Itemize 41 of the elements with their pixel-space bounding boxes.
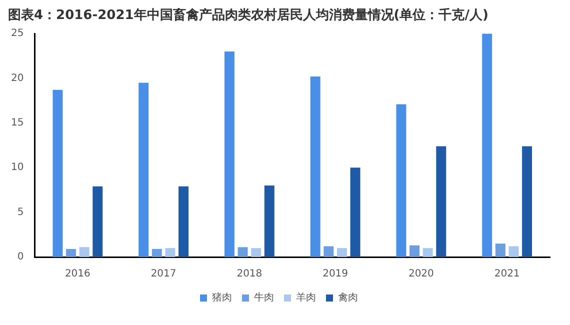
legend-label: 羊肉 [296,292,316,304]
bar [350,168,360,257]
bar [495,244,506,257]
bar [410,245,420,257]
bar [482,34,492,257]
bar [436,146,446,257]
bar [508,246,519,257]
bar [396,104,406,257]
x-tick-label: 2016 [64,268,90,280]
x-tick-label: 2021 [494,268,520,280]
legend-label: 牛肉 [254,292,274,304]
chart-title: 图表4：2016-2021年中国畜禽产品肉类农村居民人均消费量情况(单位：千克/人) [8,7,488,24]
x-tick-label: 2017 [150,268,176,280]
bar [251,248,262,257]
legend-label: 禽肉 [338,292,358,304]
bar [178,186,188,257]
bar [238,247,248,257]
bar [66,248,76,257]
y-tick-label: 25 [10,28,24,40]
y-tick-label: 0 [17,252,24,263]
bar [310,76,320,257]
x-tick-label: 2020 [408,268,434,280]
bar [264,186,274,257]
y-tick-label: 10 [10,162,24,174]
y-tick-label: 15 [10,118,24,129]
bar [336,248,347,257]
y-tick-label: 20 [10,72,24,84]
bar [52,90,63,257]
x-tick-label: 2019 [322,268,348,280]
bar [422,248,433,257]
y-tick-label: 5 [17,206,24,218]
bar [79,247,90,257]
bar [165,248,176,257]
bar [92,186,103,257]
bar [324,246,334,257]
bar [522,146,532,257]
x-tick-label: 2018 [236,268,262,280]
bar [138,82,149,257]
legend-label: 猪肉 [212,292,232,304]
bar [224,51,234,257]
bar [152,248,162,257]
